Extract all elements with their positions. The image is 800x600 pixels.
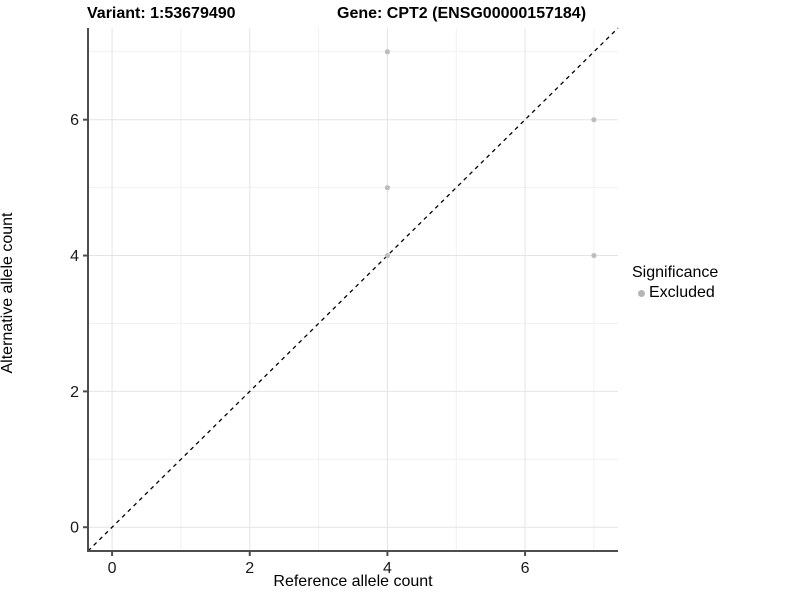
data-point [384,252,391,259]
x-tick-label: 4 [383,560,392,577]
legend-item-label: Excluded [649,284,715,301]
identity-dashed-line [87,27,619,552]
data-point [384,49,391,55]
x-axis-title: Reference allele count [273,573,433,590]
y-tick-label: 2 [70,384,79,401]
variant-title: Variant: 1:53679490 [87,5,236,22]
y-tick-label: 0 [70,520,79,537]
data-point [591,252,597,259]
excluded-point-icon [638,289,645,297]
y-axis-title: Alternative allele count [0,212,16,374]
data-point [384,185,391,191]
gene-title: Gene: CPT2 (ENSG00000157184) [337,5,587,22]
legend: Significance Excluded [630,264,718,302]
y-tick-label: 6 [70,112,79,129]
y-tick-label: 4 [70,248,79,265]
x-tick-label: 0 [108,560,117,577]
data-point [591,117,597,123]
x-tick-label: 6 [521,560,530,577]
legend-title: Significance [632,264,719,281]
x-tick-label: 2 [245,560,254,577]
legend-item-excluded: Excluded [638,284,718,302]
